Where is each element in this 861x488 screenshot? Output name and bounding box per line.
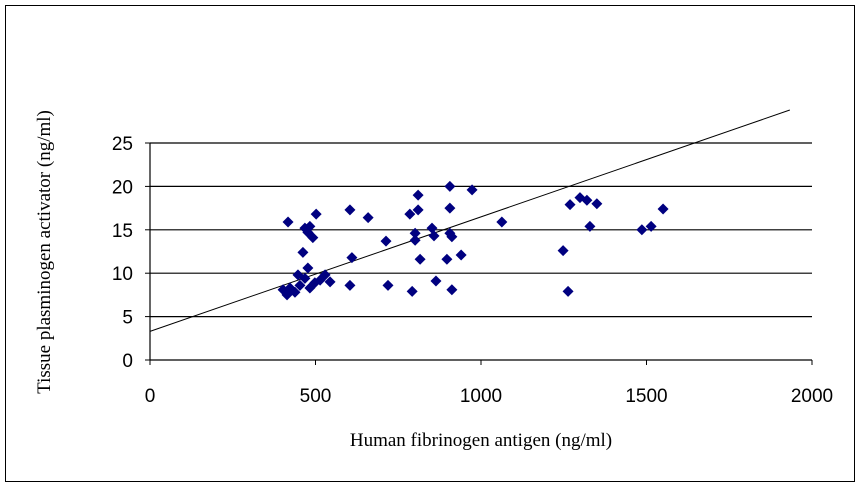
data-point xyxy=(412,189,424,201)
data-point xyxy=(297,246,309,258)
data-point xyxy=(557,245,569,257)
data-point xyxy=(444,202,456,214)
data-point xyxy=(307,232,319,244)
data-point xyxy=(466,184,478,196)
data-point xyxy=(412,204,424,216)
chart-border xyxy=(5,5,855,482)
y-tick-label: 10 xyxy=(112,264,133,285)
y-tick-label: 20 xyxy=(112,177,133,198)
data-point xyxy=(409,234,421,246)
data-point xyxy=(562,285,574,297)
data-point xyxy=(414,253,426,265)
data-point xyxy=(444,180,456,192)
data-point xyxy=(591,198,603,210)
data-point xyxy=(310,208,322,220)
data-point xyxy=(344,204,356,216)
y-tick-label: 25 xyxy=(112,134,133,155)
data-point xyxy=(584,220,596,232)
data-point xyxy=(324,276,336,288)
data-point xyxy=(496,216,508,228)
x-tick-label: 1500 xyxy=(625,386,667,407)
data-point xyxy=(289,286,301,298)
data-point xyxy=(430,275,442,287)
data-point xyxy=(344,279,356,291)
data-point xyxy=(446,231,458,243)
data-point xyxy=(294,279,306,291)
data-point xyxy=(282,216,294,228)
data-point xyxy=(455,249,467,261)
data-point xyxy=(657,203,669,215)
data-point xyxy=(404,208,416,220)
x-axis-title: Human fibrinogen antigen (ng/ml) xyxy=(350,430,612,451)
data-point xyxy=(426,222,438,234)
data-point xyxy=(441,253,453,265)
data-point xyxy=(380,235,392,247)
x-tick-label: 0 xyxy=(145,386,156,407)
data-point xyxy=(319,269,331,281)
data-point xyxy=(645,220,657,232)
data-point xyxy=(302,262,314,274)
y-axis-title: Tissue plasminogen activator (ng/ml) xyxy=(34,110,55,394)
data-point xyxy=(581,194,593,206)
data-point xyxy=(409,227,421,239)
data-point xyxy=(292,269,304,281)
y-tick-label: 15 xyxy=(112,221,133,242)
data-point xyxy=(362,212,374,224)
y-tick-label: 5 xyxy=(122,308,133,329)
trend-line xyxy=(149,109,790,332)
data-point xyxy=(428,230,440,242)
data-point xyxy=(304,220,316,232)
data-point xyxy=(636,224,648,236)
data-point xyxy=(406,285,418,297)
data-point xyxy=(346,252,358,264)
x-tick-label: 1000 xyxy=(460,386,502,407)
data-point xyxy=(564,199,576,211)
data-point xyxy=(382,279,394,291)
data-point xyxy=(446,284,458,296)
y-tick-label: 0 xyxy=(122,351,133,372)
x-tick-label: 500 xyxy=(300,386,332,407)
x-tick-label: 2000 xyxy=(791,386,833,407)
